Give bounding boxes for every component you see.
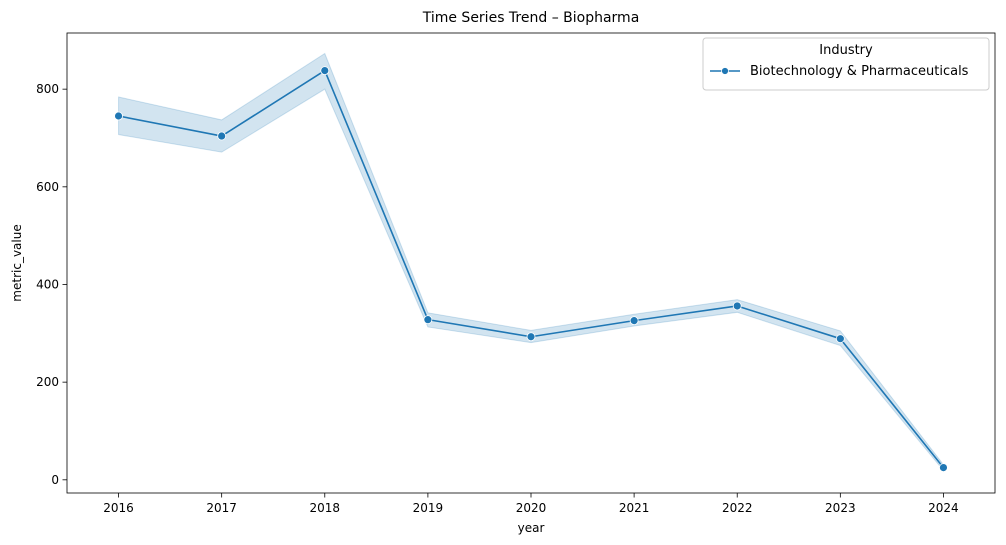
data-point xyxy=(526,332,536,342)
legend: Industry Biotechnology & Pharmaceuticals xyxy=(702,37,990,91)
y-tick-label: 600 xyxy=(36,180,59,194)
data-point xyxy=(835,334,845,344)
y-tick-label: 0 xyxy=(51,473,59,487)
x-axis-ticks: 2016 2017 2018 2019 2020 2021 2022 2023 2024 xyxy=(103,493,959,515)
data-point xyxy=(732,301,742,311)
legend-box xyxy=(702,37,990,91)
x-axis-label: year xyxy=(518,521,545,535)
x-tick-label: 2021 xyxy=(619,501,650,515)
chart-title: Time Series Trend – Biopharma xyxy=(422,10,640,26)
data-point xyxy=(939,463,948,473)
x-tick-label: 2017 xyxy=(206,501,237,515)
confidence-band-layer xyxy=(118,52,944,472)
data-point xyxy=(629,316,639,326)
y-tick-label: 800 xyxy=(36,82,59,96)
x-tick-label: 2023 xyxy=(825,501,856,515)
plot-frame xyxy=(66,32,996,494)
data-point xyxy=(114,111,123,121)
x-tick-label: 2022 xyxy=(722,501,753,515)
x-tick-label: 2024 xyxy=(928,501,959,515)
legend-entry-label: Biotechnology & Pharmaceuticals xyxy=(750,64,969,79)
y-axis-ticks: 0 200 400 600 800 xyxy=(36,82,67,487)
data-point xyxy=(423,315,433,325)
data-point xyxy=(217,131,227,141)
y-tick-label: 200 xyxy=(36,375,59,389)
x-tick-label: 2020 xyxy=(516,501,547,515)
x-tick-label: 2019 xyxy=(413,501,444,515)
series-confidence-band xyxy=(118,52,944,472)
data-point xyxy=(320,66,330,76)
x-tick-label: 2018 xyxy=(310,501,341,515)
data-point-layer xyxy=(114,66,948,473)
x-tick-label: 2016 xyxy=(103,501,134,515)
legend-marker-swatch xyxy=(721,67,729,75)
y-axis-label: metric_value xyxy=(10,224,24,301)
legend-title: Industry xyxy=(819,43,873,58)
y-tick-label: 400 xyxy=(36,277,59,291)
